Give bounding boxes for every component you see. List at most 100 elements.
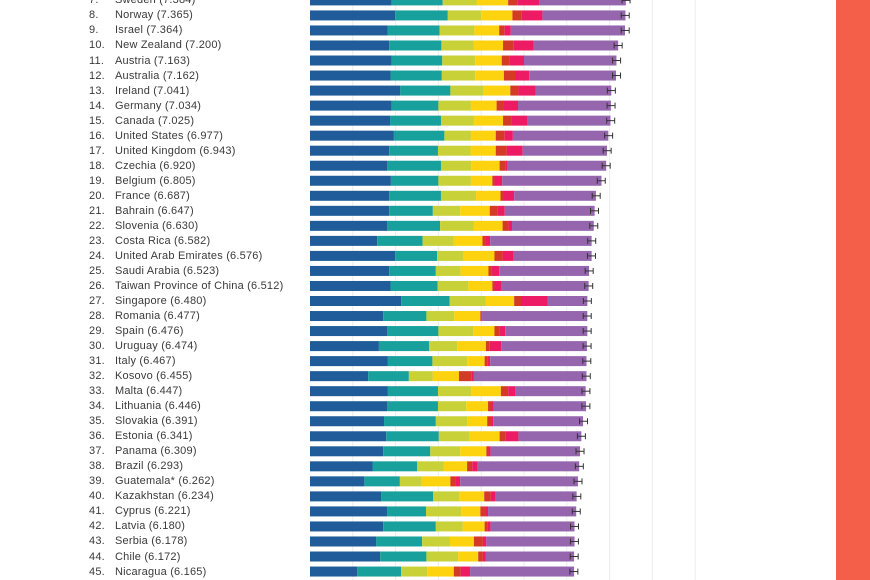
bar-segment-6	[508, 386, 516, 397]
rank-label: 15.	[89, 114, 105, 127]
bar-segment-3	[426, 311, 455, 322]
bar-segment-6	[502, 250, 514, 261]
bar-segment-3	[438, 326, 474, 337]
bar-segment-7	[512, 130, 609, 141]
bar-segment-4	[467, 416, 488, 427]
bar-segment-6	[497, 205, 505, 216]
bar-segment-6	[505, 431, 519, 442]
bar-segment-2	[387, 160, 441, 171]
bar-segment-5	[512, 10, 522, 21]
bar-segment-7	[514, 190, 596, 201]
country-label: France (6.687)	[115, 189, 190, 202]
bar-segment-7	[505, 326, 588, 337]
bar-segment-2	[372, 461, 417, 472]
bar-segment-5	[494, 250, 503, 261]
bar-segment-1	[310, 311, 384, 322]
bar-segment-4	[473, 115, 504, 126]
bar-segment-6	[485, 506, 489, 517]
bar-segment-4	[459, 491, 485, 502]
bar-segment-6	[490, 491, 496, 502]
country-label: Italy (6.467)	[115, 355, 176, 368]
bar-segment-5	[484, 521, 488, 532]
bar-segment-4	[461, 506, 481, 517]
bar-segment-5	[494, 326, 500, 337]
bar-segment-2	[389, 265, 436, 276]
bar-segment-3	[447, 10, 482, 21]
bar-segment-1	[310, 476, 365, 487]
bar-segment-2	[395, 10, 448, 21]
bar-segment-2	[393, 130, 445, 141]
bar-segment-1	[310, 521, 384, 532]
bar-segment-1	[310, 205, 390, 216]
bar-segment-2	[368, 371, 409, 382]
bar-segment-3	[435, 265, 461, 276]
bar-segment-2	[381, 491, 434, 502]
bar-segment-2	[378, 341, 429, 352]
country-label: United States (6.977)	[115, 129, 224, 142]
rank-label: 23.	[89, 234, 105, 247]
bar-segment-1	[310, 536, 377, 547]
country-label: New Zealand (7.200)	[115, 39, 222, 52]
bar-segment-4	[449, 536, 474, 547]
bar-segment-5	[484, 356, 488, 367]
bar-segment-1	[310, 491, 382, 502]
bar-segment-5	[514, 296, 522, 306]
bar-segment-6	[503, 100, 519, 111]
bar-segment-7	[513, 250, 592, 261]
bar-segment-5	[510, 85, 519, 96]
country-label: Israel (7.364)	[115, 24, 183, 37]
rank-label: 41.	[89, 505, 105, 518]
bar-segment-1	[310, 0, 392, 6]
bar-segment-3	[399, 476, 422, 487]
bar-segment-7	[507, 160, 607, 171]
bar-segment-6	[485, 235, 491, 246]
rank-label: 31.	[89, 355, 105, 368]
bar-segment-7	[533, 40, 619, 51]
bar-segment-5	[458, 371, 472, 382]
bar-segment-2	[386, 431, 439, 442]
bar-segment-3	[422, 235, 454, 246]
bar-segment-5	[500, 386, 509, 397]
bar-segment-3	[433, 491, 460, 502]
country-label: Cyprus (6.221)	[115, 505, 191, 518]
bar-segment-1	[310, 401, 388, 412]
bar-segment-3	[430, 446, 461, 457]
bar-segment-1	[310, 296, 402, 306]
rank-label: 43.	[89, 535, 105, 548]
bar-segment-5	[503, 115, 512, 126]
bar-segment-6	[481, 311, 483, 322]
country-label: Ireland (7.041)	[115, 84, 190, 97]
bar-segment-4	[483, 85, 511, 96]
bar-segment-4	[470, 130, 496, 141]
bar-segment-7	[501, 280, 589, 291]
country-label: Romania (6.477)	[115, 310, 200, 323]
rank-label: 45.	[89, 565, 105, 578]
bar-segment-1	[310, 100, 392, 111]
bar-segment-1	[310, 85, 401, 96]
country-label: Nicaragua (6.165)	[115, 565, 207, 578]
bar-segment-3	[425, 506, 462, 517]
bar-segment-6	[505, 160, 508, 171]
bar-segment-4	[458, 551, 479, 562]
country-label: Serbia (6.178)	[115, 535, 188, 548]
bar-segment-6	[504, 25, 511, 36]
bar-segment-2	[383, 446, 431, 457]
bar-segment-1	[310, 356, 388, 367]
bar-segment-6	[513, 40, 534, 51]
bar-segment-4	[471, 160, 500, 171]
bar-segment-2	[391, 55, 443, 66]
rank-label: 25.	[89, 264, 105, 277]
rank-label: 28.	[89, 310, 105, 323]
bar-segment-3	[428, 341, 458, 352]
bar-segment-6	[499, 326, 506, 337]
bar-segment-2	[377, 235, 423, 246]
side-accent-strip	[836, 0, 870, 580]
bar-segment-2	[391, 100, 439, 111]
bar-segment-2	[390, 115, 441, 126]
bar-segment-4	[475, 70, 504, 81]
country-label: Kosovo (6.455)	[115, 370, 193, 383]
rank-label: 34.	[89, 400, 105, 413]
country-label: Belgium (6.805)	[115, 174, 196, 187]
bar-segment-5	[503, 70, 516, 81]
bar-segment-1	[310, 130, 394, 141]
